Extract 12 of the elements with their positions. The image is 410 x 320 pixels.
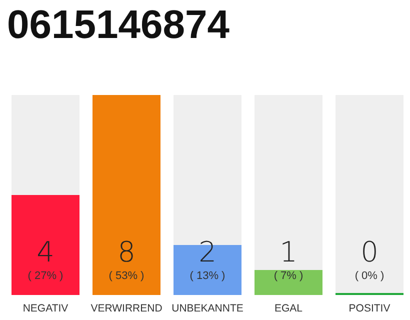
data-label: 1 ( 7% ) [274,236,304,282]
x-tick-label: NEGATIV [22,302,68,314]
data-label: 8 ( 53% ) [108,236,144,282]
x-tick-label: UNBEKANNTE [172,302,244,314]
x-tick-label: POSITIV [348,302,390,314]
chart-title: 0615146874 [7,3,230,47]
bar [254,270,322,295]
data-label: 0 ( 0% ) [354,236,384,282]
data-label: 2 ( 13% ) [190,236,226,282]
data-label: 4 ( 27% ) [28,236,64,282]
x-tick-label: VERWIRREND [90,302,163,314]
x-tick-label: EGAL [274,302,303,314]
